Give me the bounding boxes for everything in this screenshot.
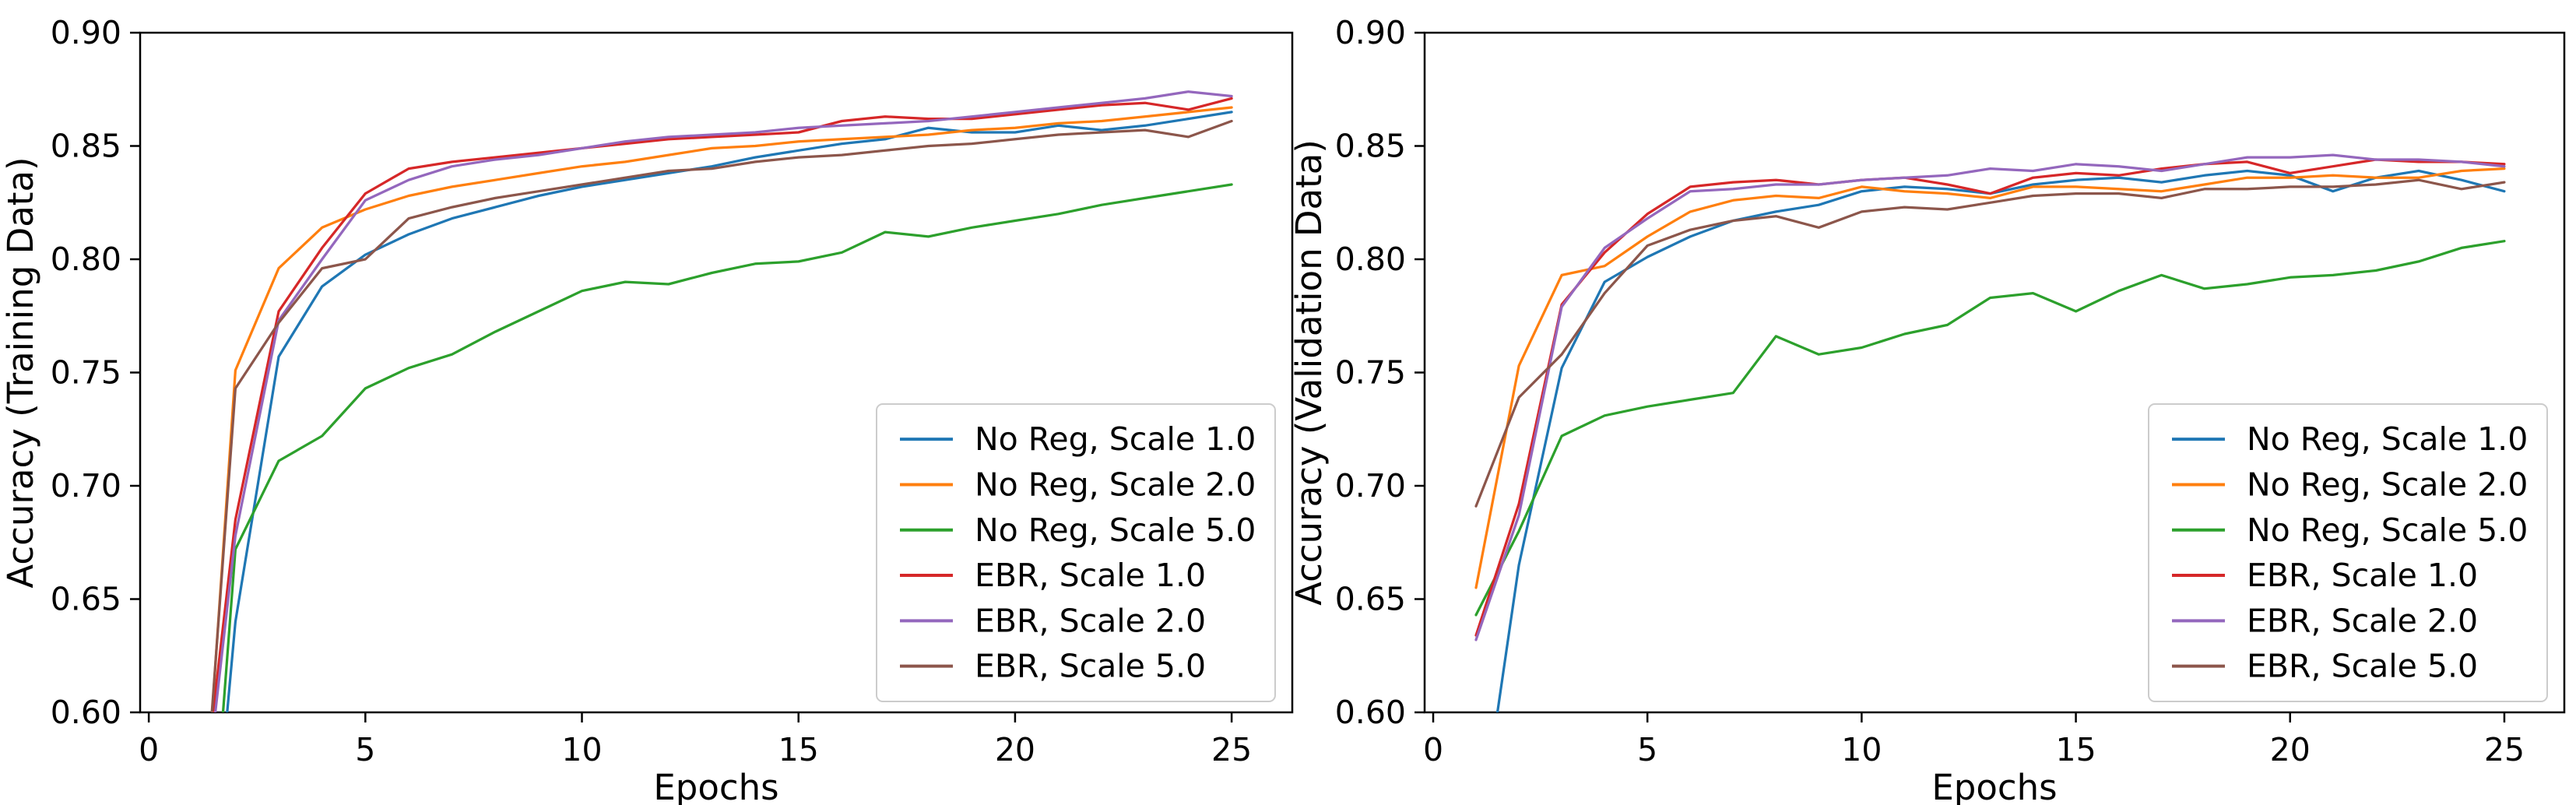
x-axis-label: Epochs xyxy=(1931,767,2057,805)
y-tick-label: 0.60 xyxy=(51,694,121,731)
legend-item: EBR, Scale 2.0 xyxy=(900,602,1206,639)
legend-item: No Reg, Scale 1.0 xyxy=(2172,420,2528,458)
series-line-1 xyxy=(1474,167,2506,589)
series-line-0 xyxy=(226,111,1233,712)
legend-box xyxy=(876,403,1276,702)
x-tick-label: 15 xyxy=(2055,731,2096,768)
legend-item-label: No Reg, Scale 5.0 xyxy=(2247,511,2528,549)
y-tick-label: 0.80 xyxy=(1335,241,1406,278)
x-tick-label: 20 xyxy=(995,731,1035,768)
y-tick-label: 0.80 xyxy=(51,241,121,278)
series-line-5 xyxy=(210,119,1233,712)
series-line-5 xyxy=(1474,178,2506,508)
chart-panel-1: 0.60 0.65 0.70 0.75 0.80 0.85 0.90 0 5 10 15 20 25 Ep… xyxy=(1288,14,2566,805)
legend-item-label: EBR, Scale 5.0 xyxy=(975,648,1206,685)
y-tick-label: 0.65 xyxy=(51,581,121,618)
legend-item-label: No Reg, Scale 5.0 xyxy=(975,511,1256,549)
legend: No Reg, Scale 1.0 No Reg, Scale 2.0 No Reg… xyxy=(2148,403,2548,702)
x-tick-label: 25 xyxy=(1211,731,1252,768)
series-lines xyxy=(1474,153,2506,712)
x-tick-label: 5 xyxy=(1637,731,1657,768)
legend-item: No Reg, Scale 5.0 xyxy=(2172,511,2528,549)
legend-item: EBR, Scale 5.0 xyxy=(900,648,1206,685)
legend-item: No Reg, Scale 2.0 xyxy=(900,466,1256,503)
series-line-4 xyxy=(1474,153,2506,642)
series-line-1 xyxy=(210,106,1233,712)
y-tick-label: 0.90 xyxy=(1335,14,1406,51)
x-axis-label: Epochs xyxy=(653,767,778,805)
legend-item: EBR, Scale 1.0 xyxy=(2172,557,2478,594)
y-tick-label: 0.70 xyxy=(1335,467,1406,504)
y-tick-label: 0.60 xyxy=(1335,694,1406,731)
legend-item: No Reg, Scale 1.0 xyxy=(900,420,1256,458)
legend-item-label: EBR, Scale 2.0 xyxy=(975,602,1206,639)
x-tick-label: 10 xyxy=(1841,731,1882,768)
legend-item-label: EBR, Scale 2.0 xyxy=(2247,602,2478,639)
y-axis-label: Accuracy (Validation Data) xyxy=(1288,139,1330,606)
y-axis-label: Accuracy (Training Data) xyxy=(0,156,41,588)
y-tick-label: 0.65 xyxy=(1335,581,1406,618)
legend-item: EBR, Scale 2.0 xyxy=(2172,602,2478,639)
y-tick-label: 0.85 xyxy=(51,128,121,165)
legend-item-label: EBR, Scale 1.0 xyxy=(975,557,1206,594)
legend-item-label: No Reg, Scale 1.0 xyxy=(975,420,1256,458)
y-tick-label: 0.70 xyxy=(51,467,121,504)
legend-item: EBR, Scale 1.0 xyxy=(900,557,1206,594)
legend-item: EBR, Scale 5.0 xyxy=(2172,648,2478,685)
series-line-2 xyxy=(1474,240,2506,617)
legend: No Reg, Scale 1.0 No Reg, Scale 2.0 No Reg… xyxy=(876,403,1276,702)
x-tick-label: 5 xyxy=(355,731,375,768)
x-tick-label: 0 xyxy=(139,731,159,768)
legend-item-label: No Reg, Scale 1.0 xyxy=(2247,420,2528,458)
y-tick-label: 0.85 xyxy=(1335,128,1406,165)
series-line-4 xyxy=(213,90,1233,712)
series-line-3 xyxy=(1474,158,2506,637)
x-tick-label: 20 xyxy=(2270,731,2311,768)
legend-item-label: EBR, Scale 1.0 xyxy=(2247,557,2478,594)
legend-item: No Reg, Scale 5.0 xyxy=(900,511,1256,549)
y-tick-label: 0.75 xyxy=(51,354,121,392)
y-tick-label: 0.75 xyxy=(1335,354,1406,392)
legend-item-label: EBR, Scale 5.0 xyxy=(2247,648,2478,685)
series-line-3 xyxy=(212,97,1233,712)
series-line-2 xyxy=(221,183,1233,712)
legend-item-label: No Reg, Scale 2.0 xyxy=(975,466,1256,503)
y-tick-label: 0.90 xyxy=(51,14,121,51)
x-tick-label: 15 xyxy=(778,731,819,768)
series-lines xyxy=(210,90,1233,712)
legend-item-label: No Reg, Scale 2.0 xyxy=(2247,466,2528,503)
x-tick-label: 25 xyxy=(2484,731,2525,768)
legend-box xyxy=(2148,403,2548,702)
x-tick-label: 0 xyxy=(1423,731,1443,768)
x-tick-label: 10 xyxy=(561,731,602,768)
chart-panel-0: 0.60 0.65 0.70 0.75 0.80 0.85 0.90 0 5 10 15 20 25 Ep… xyxy=(0,14,1294,805)
legend-item: No Reg, Scale 2.0 xyxy=(2172,466,2528,503)
